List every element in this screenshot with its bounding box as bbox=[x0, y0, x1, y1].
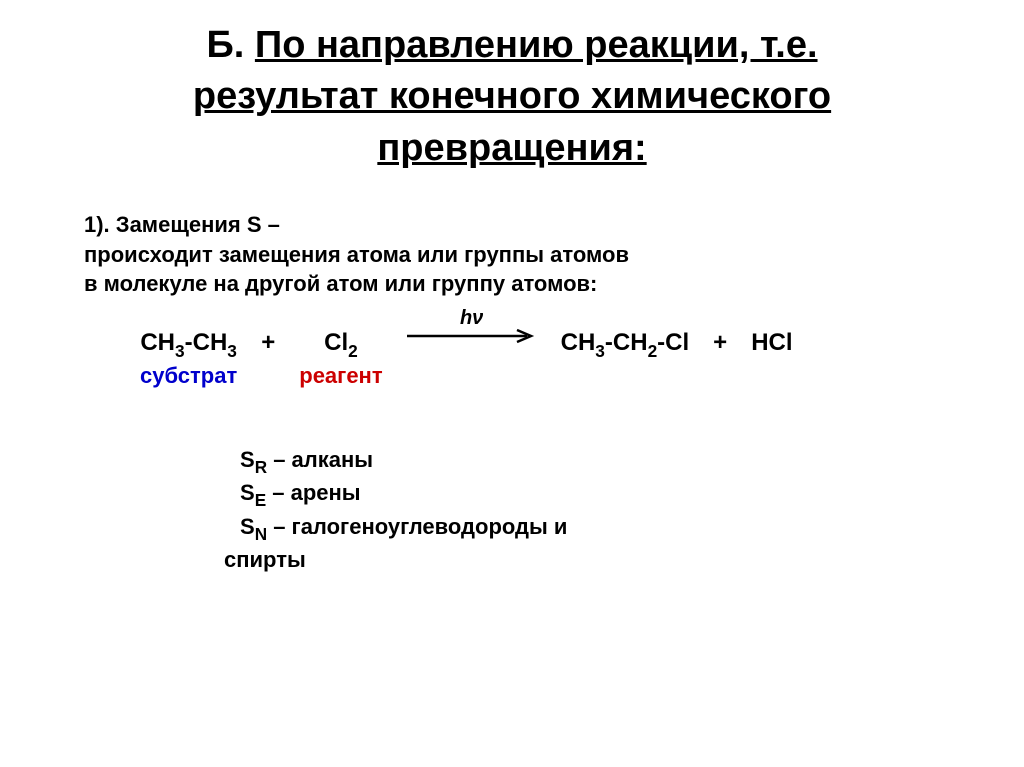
type-sr: SR – алканы bbox=[240, 445, 984, 478]
title-line3: превращения: bbox=[377, 127, 646, 169]
chemical-equation: СН3-СН3 субстрат + Сl2 реагент hν СН3-СН… bbox=[140, 329, 984, 389]
reaction-condition: hν bbox=[460, 307, 483, 330]
t2b: E bbox=[255, 490, 266, 510]
reaction-arrow-icon bbox=[407, 328, 537, 344]
product2-formula: НСl bbox=[751, 329, 792, 357]
p1-b: 3 bbox=[595, 341, 605, 361]
title-prefix: Б. bbox=[206, 24, 254, 66]
type-se: SE – арены bbox=[240, 478, 984, 511]
f-a: СН bbox=[140, 329, 175, 356]
substrate-formula: СН3-СН3 bbox=[140, 329, 237, 361]
product1-formula: СН3-СН2-Сl bbox=[561, 329, 690, 361]
t3b: N bbox=[255, 524, 267, 544]
p1-d: 2 bbox=[648, 341, 658, 361]
t3a: S bbox=[240, 514, 255, 539]
title-line1: По направлению реакции, т.е. bbox=[255, 24, 818, 66]
p1-e: -Сl bbox=[657, 329, 689, 356]
reagent-label: реагент bbox=[299, 363, 382, 389]
t2a: S bbox=[240, 480, 255, 505]
intro-line1: 1). Замещения S – bbox=[84, 210, 984, 240]
r-b: 2 bbox=[348, 341, 358, 361]
p1-c: -СН bbox=[605, 329, 648, 356]
type-sn-cont: спирты bbox=[224, 545, 984, 576]
plus-2: + bbox=[713, 329, 727, 357]
slide-title: Б. По направлению реакции, т.е. результа… bbox=[40, 20, 984, 174]
p1-a: СН bbox=[561, 329, 596, 356]
reagent-formula: Сl2 bbox=[324, 329, 358, 361]
intro-line3: в молекуле на другой атом или группу ато… bbox=[84, 269, 984, 299]
intro-block: 1). Замещения S – происходит замещения а… bbox=[84, 210, 984, 299]
title-line2: результат конечного химического bbox=[193, 75, 831, 117]
t3c: – галогеноуглеводороды и bbox=[267, 514, 567, 539]
substrate-column: СН3-СН3 субстрат bbox=[140, 329, 237, 389]
f-b: 3 bbox=[175, 341, 185, 361]
t1b: R bbox=[255, 457, 267, 477]
t1c: – алканы bbox=[267, 447, 373, 472]
type-sn: SN – галогеноуглеводороды и bbox=[240, 512, 984, 545]
arrow-block: hν bbox=[407, 307, 537, 344]
reagent-column: Сl2 реагент bbox=[299, 329, 382, 389]
reaction-types: SR – алканы SE – арены SN – галогеноугле… bbox=[240, 445, 984, 576]
intro-line2: происходит замещения атома или группы ат… bbox=[84, 240, 984, 270]
t2c: – арены bbox=[266, 480, 360, 505]
substrate-label: субстрат bbox=[140, 363, 237, 389]
f-c: -СН bbox=[185, 329, 228, 356]
t1a: S bbox=[240, 447, 255, 472]
f-d: 3 bbox=[227, 341, 237, 361]
r-a: Сl bbox=[324, 329, 348, 356]
plus-1: + bbox=[261, 329, 275, 357]
